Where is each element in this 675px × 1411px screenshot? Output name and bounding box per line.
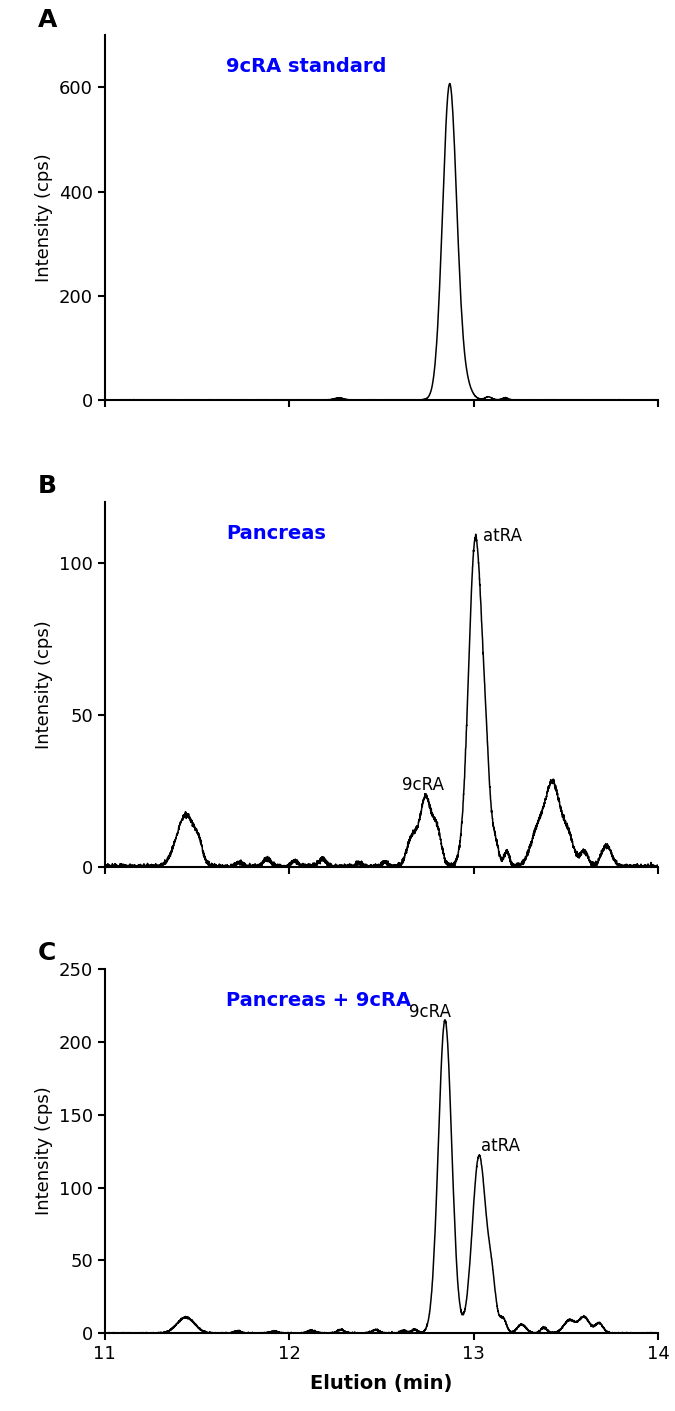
Text: 9cRA: 9cRA	[409, 1003, 451, 1022]
Text: 9cRA standard: 9cRA standard	[226, 58, 387, 76]
Text: C: C	[38, 941, 57, 965]
Text: A: A	[38, 7, 57, 31]
X-axis label: Elution (min): Elution (min)	[310, 1374, 452, 1393]
Text: Pancreas: Pancreas	[226, 523, 326, 543]
Y-axis label: Intensity (cps): Intensity (cps)	[35, 1086, 53, 1215]
Y-axis label: Intensity (cps): Intensity (cps)	[35, 619, 53, 749]
Text: atRA: atRA	[483, 526, 522, 545]
Text: B: B	[38, 474, 57, 498]
Text: 9cRA: 9cRA	[402, 776, 443, 794]
Text: Pancreas + 9cRA: Pancreas + 9cRA	[226, 991, 412, 1010]
Y-axis label: Intensity (cps): Intensity (cps)	[35, 154, 53, 282]
Text: atRA: atRA	[481, 1137, 520, 1156]
